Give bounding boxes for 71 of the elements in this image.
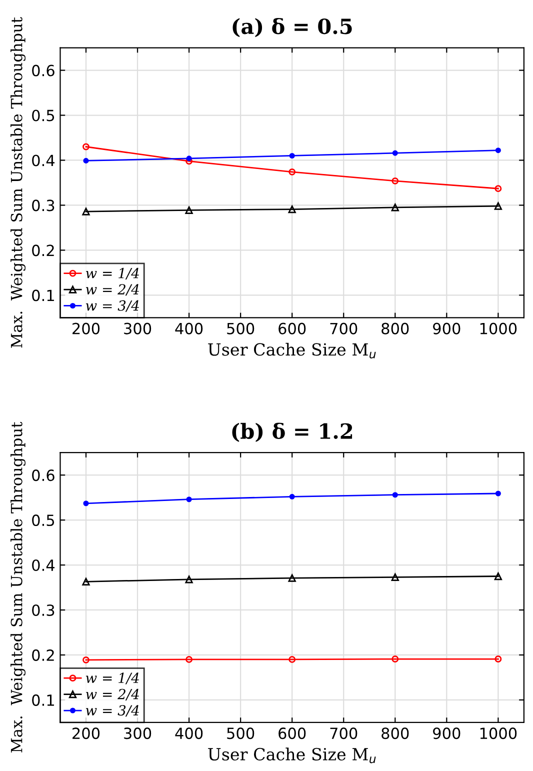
point xyxy=(186,656,193,663)
point xyxy=(494,572,502,580)
legend-label: w = 3/4 xyxy=(86,705,139,717)
point xyxy=(494,185,502,192)
point xyxy=(82,143,90,150)
point xyxy=(495,148,501,154)
point xyxy=(185,576,193,584)
x-tick-label: 500 xyxy=(227,728,254,740)
chart-title: (b) δ = 1.2 xyxy=(232,422,352,442)
x-tick-label: 200 xyxy=(72,728,100,740)
y-tick-label: 0.6 xyxy=(32,470,54,482)
point xyxy=(392,656,399,662)
point xyxy=(289,494,295,500)
x-tick-label: 800 xyxy=(382,322,409,334)
legend-label: w = 2/4 xyxy=(86,284,139,296)
legend-label: w = 1/4 xyxy=(86,268,139,280)
legend-label: w = 3/4 xyxy=(86,300,139,312)
y-tick-label: 0.1 xyxy=(32,694,54,706)
point xyxy=(288,168,296,176)
point xyxy=(82,208,90,216)
y-tick-label: 0.3 xyxy=(32,200,54,212)
x-axis-title: User Cache Size M$_{u}$ xyxy=(208,748,376,764)
point xyxy=(82,656,90,664)
point xyxy=(391,204,399,212)
point xyxy=(495,490,501,496)
x-tick-label: 900 xyxy=(433,322,460,334)
x-tick-label: 600 xyxy=(278,728,306,740)
point xyxy=(185,206,193,214)
y-tick-label: 0.2 xyxy=(32,649,54,661)
point xyxy=(82,578,90,586)
point xyxy=(288,205,296,214)
x-tick-label: 800 xyxy=(382,728,409,740)
point xyxy=(288,574,296,582)
x-axis-title: User Cache Size M$_{u}$ xyxy=(208,342,376,358)
y-tick-label: 0.6 xyxy=(32,64,54,76)
point xyxy=(494,656,502,662)
x-tick-label: 300 xyxy=(124,322,152,334)
point xyxy=(288,656,296,663)
point xyxy=(494,202,502,210)
x-tick-label: 700 xyxy=(330,728,358,740)
point xyxy=(392,492,398,498)
point xyxy=(391,573,399,581)
x-tick-label: 200 xyxy=(72,322,100,334)
y-axis-title: Max. Weighted Sum Unstable Throughput xyxy=(10,17,26,348)
x-tick-label: 1000 xyxy=(480,728,517,740)
x-tick-label: 400 xyxy=(175,322,203,334)
x-tick-label: 500 xyxy=(227,322,254,334)
x-tick-label: 400 xyxy=(175,728,203,740)
chart-title: (a) δ = 0.5 xyxy=(232,18,352,38)
y-tick-label: 0.3 xyxy=(32,604,54,616)
point xyxy=(289,152,295,159)
point xyxy=(83,158,89,164)
legend-label: w = 1/4 xyxy=(86,672,139,684)
point xyxy=(392,177,399,184)
point xyxy=(83,500,89,506)
x-tick-label: 300 xyxy=(124,728,152,740)
x-tick-label: 600 xyxy=(278,322,306,334)
x-tick-label: 700 xyxy=(330,322,358,334)
y-axis-title: Max. Weighted Sum Unstable Throughput xyxy=(10,422,26,753)
point xyxy=(186,156,192,162)
y-tick-label: 0.4 xyxy=(32,559,55,572)
point xyxy=(392,150,398,156)
y-tick-label: 0.4 xyxy=(32,154,55,166)
x-tick-label: 900 xyxy=(433,728,460,740)
y-tick-label: 0.2 xyxy=(32,244,54,256)
y-tick-label: 0.5 xyxy=(32,110,54,122)
point xyxy=(186,496,192,502)
y-tick-label: 0.1 xyxy=(32,290,54,302)
y-tick-label: 0.5 xyxy=(32,514,54,526)
legend-label: w = 2/4 xyxy=(86,688,139,700)
x-tick-label: 1000 xyxy=(480,322,517,334)
